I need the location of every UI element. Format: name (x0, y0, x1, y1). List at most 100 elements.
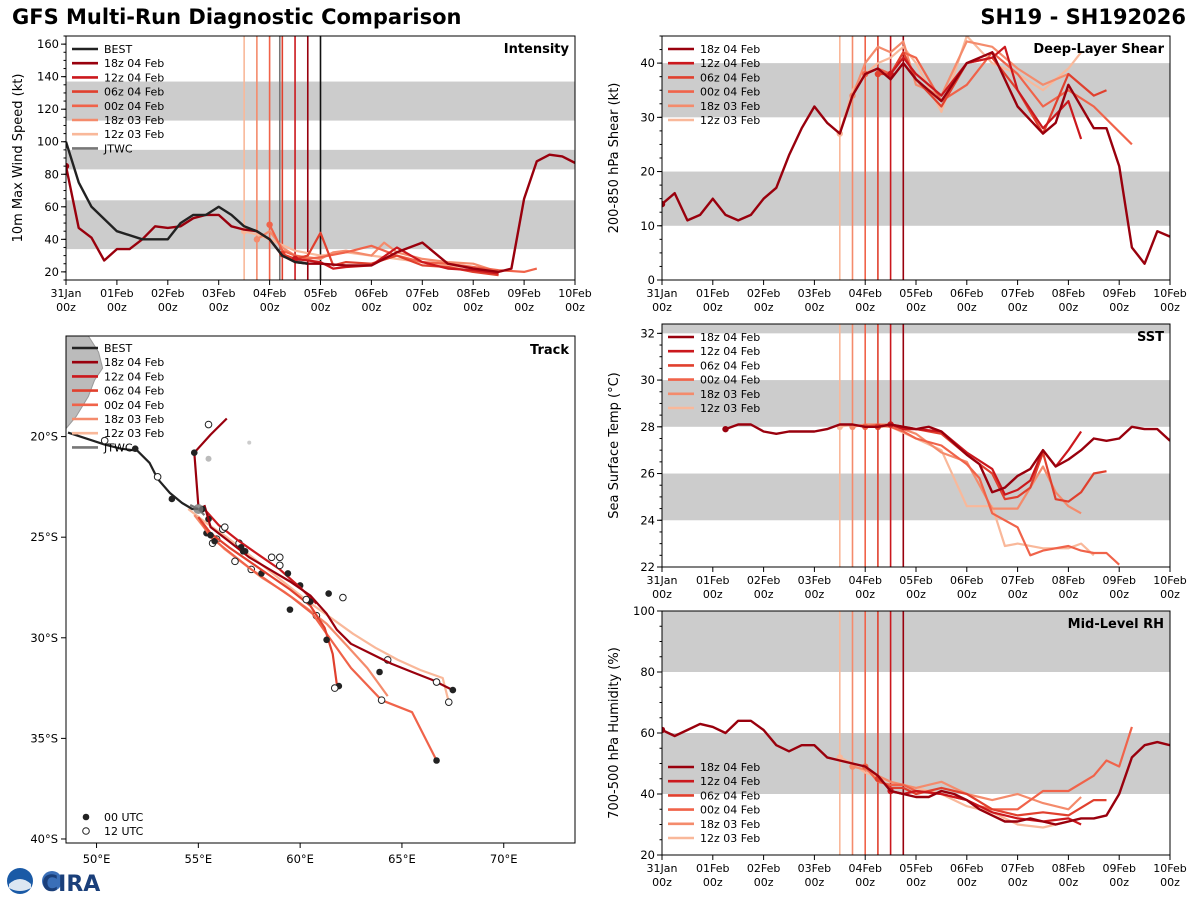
intensity-xtick-label-date: 08Feb (456, 287, 489, 300)
sst-ylabel: Sea Surface Temp (°C) (607, 372, 622, 519)
intensity-series-00z-04-feb (268, 224, 538, 273)
intensity-xtick-label-hour: 00z (463, 301, 483, 314)
sst-xtick-label-hour: 00z (1059, 588, 1079, 601)
track-ytick-label: 40°S (30, 832, 58, 846)
sst-ytick-label: 22 (640, 560, 655, 574)
sst-legend-label: 00z 04 Feb (700, 374, 760, 387)
sst-series-18z-04-feb (725, 423, 1170, 494)
track-marker-legend-00utc (82, 813, 90, 821)
track-panel: 50°E 55°E 60°E 65°E 70°E 20°S 25°S 30°S 35°S 40°S… (30, 335, 576, 866)
sst-ytick-label: 30 (640, 373, 655, 387)
intensity-init-point (266, 221, 273, 228)
rh-legend-label: 12z 04 Feb (700, 775, 760, 788)
track-ytick-label: 20°S (30, 430, 58, 444)
shear-init-point (662, 200, 666, 208)
track-legend-label: 18z 03 Feb (104, 413, 164, 426)
storm-id-title: SH19 - SH192026 (980, 5, 1186, 29)
rh-xtick-label-date: 07Feb (1001, 862, 1034, 875)
track-marker-12utc (444, 698, 453, 706)
sst-xtick-label-hour: 00z (906, 588, 926, 601)
shear-xtick-label-date: 31Jan (647, 287, 678, 300)
shear-ytick-label: 20 (640, 165, 655, 179)
intensity-xtick-label-date: 01Feb (100, 287, 133, 300)
sst-xtick-label-date: 05Feb (899, 574, 932, 587)
shear-panel: 01020304031Jan00z01Feb00z02Feb00z03Feb00… (607, 35, 1187, 314)
intensity-xtick-label-date: 05Feb (304, 287, 337, 300)
sst-ytick-label: 32 (640, 326, 655, 340)
rh-xtick-label-hour: 00z (1059, 876, 1079, 889)
intensity-xtick-label-date: 31Jan (51, 287, 82, 300)
rh-series-06z-04-feb (877, 777, 1107, 817)
track-marker-00utc (449, 686, 457, 694)
logo-text: CIRA (42, 872, 100, 896)
intensity-legend-label: 12z 03 Feb (104, 128, 164, 141)
intensity-xtick-label-hour: 00z (514, 301, 534, 314)
rh-legend-label: 18z 04 Feb (700, 761, 760, 774)
intensity-init-point (253, 236, 261, 243)
track-marker-legend-label: 00 UTC (104, 811, 144, 824)
sst-xtick-label-date: 08Feb (1052, 574, 1085, 587)
track-xtick-label: 60°E (286, 852, 314, 866)
rh-xtick-label-hour: 00z (754, 876, 774, 889)
track-marker-12utc (267, 553, 276, 562)
track-marker-00utc (168, 495, 176, 503)
rh-ytick-label: 100 (633, 604, 655, 618)
rh-legend-label: 00z 04 Feb (700, 804, 760, 817)
sst-xtick-label-hour: 00z (957, 588, 977, 601)
intensity-ytick-label: 60 (44, 200, 59, 214)
rh-xtick-label-date: 03Feb (798, 862, 831, 875)
intensity-xtick-label-date: 07Feb (406, 287, 439, 300)
shear-xtick-label-hour: 00z (957, 301, 977, 314)
intensity-legend-label: 06z 04 Feb (104, 86, 164, 99)
rh-ytick-label: 60 (640, 726, 655, 740)
track-xtick-label: 65°E (388, 852, 416, 866)
intensity-xtick-label-date: 09Feb (507, 287, 540, 300)
shear-legend-label: 18z 03 Feb (700, 100, 760, 113)
shear-xtick-label-hour: 00z (906, 301, 926, 314)
intensity-title: Intensity (504, 42, 570, 57)
track-legend-label: 18z 04 Feb (104, 356, 164, 369)
shear-legend-label: 06z 04 Feb (700, 71, 760, 84)
track-legend-label: 06z 04 Feb (104, 385, 164, 398)
sst-ytick-label: 26 (640, 467, 655, 481)
shear-ytick-label: 40 (640, 56, 655, 70)
track-series-18z-04-feb-outlier (193, 417, 228, 506)
track-marker-00utc (211, 537, 218, 545)
track-marker-12utc (275, 553, 284, 562)
track-marker-00utc (131, 445, 139, 452)
intensity-legend-label: BEST (104, 43, 132, 56)
intensity-xtick-label-hour: 00z (56, 301, 76, 314)
track-marker-12utc (302, 595, 311, 604)
track-marker-12utc (221, 523, 229, 531)
intensity-series-best (66, 141, 308, 265)
sst-legend-label: 12z 04 Feb (700, 345, 760, 358)
track-ytick-label: 25°S (30, 530, 58, 544)
track-marker-legend-label: 12 UTC (104, 825, 144, 838)
shear-xtick-label-date: 03Feb (798, 287, 831, 300)
sst-band-2 (662, 324, 1170, 334)
sst-xtick-label-hour: 00z (1008, 588, 1028, 601)
shear-xtick-label-date: 02Feb (747, 287, 780, 300)
sst-xtick-label-hour: 00z (652, 588, 672, 601)
track-series-best (67, 431, 199, 511)
rh-plot-area (662, 611, 1170, 855)
sst-band-1 (662, 380, 1170, 427)
intensity-xtick-label-date: 10Feb (558, 287, 591, 300)
intensity-xtick-label-hour: 00z (412, 301, 432, 314)
track-marker-00utc (323, 636, 330, 644)
sst-xtick-label-hour: 00z (855, 588, 875, 601)
shear-xtick-label-date: 04Feb (848, 287, 881, 300)
track-marker-12utc (432, 678, 441, 686)
rh-band-0 (662, 733, 1170, 794)
sst-xtick-label-hour: 00z (805, 588, 825, 601)
shear-ytick-label: 10 (640, 219, 655, 233)
intensity-legend-label: JTWC (103, 142, 133, 155)
rh-xtick-label-date: 02Feb (747, 862, 780, 875)
shear-xtick-label-hour: 00z (805, 301, 825, 314)
shear-xtick-label-date: 08Feb (1052, 287, 1085, 300)
shear-ylabel: 200-850 hPa Shear (kt) (607, 83, 622, 234)
sst-xtick-label-date: 09Feb (1102, 574, 1135, 587)
sst-xtick-label-date: 07Feb (1001, 574, 1034, 587)
track-marker-12utc (377, 696, 386, 704)
sst-plot-area (662, 324, 1170, 567)
